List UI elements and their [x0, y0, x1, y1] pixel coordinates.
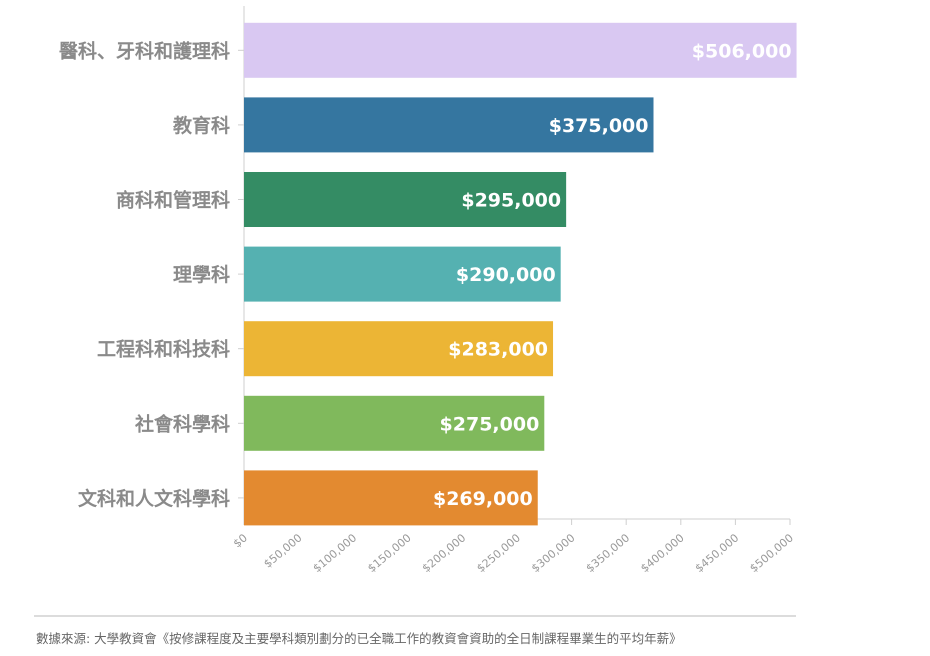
- bar: [244, 22, 797, 78]
- value-label: $283,000: [448, 339, 548, 361]
- source-divider: [34, 615, 796, 617]
- category-label: 醫科、牙科和護理科: [59, 39, 230, 62]
- x-tick-label: $250,000: [474, 531, 523, 575]
- value-label: $275,000: [440, 413, 540, 435]
- x-tick-label: $50,000: [261, 531, 304, 570]
- label-layer: 醫科、牙科和護理科 $506,000 教育科 $375,000 商科和管理科 $295,0…: [59, 38, 794, 512]
- bar: [244, 172, 567, 227]
- bar: [244, 321, 554, 377]
- x-tick-label: $300,000: [529, 531, 578, 575]
- x-tick-label: $400,000: [638, 531, 687, 575]
- x-tick-label: $0: [231, 531, 250, 550]
- value-label: $506,000: [692, 40, 792, 62]
- category-label: 教育科: [173, 114, 230, 137]
- category-label: 商科和管理科: [116, 189, 230, 212]
- x-tick-label: $450,000: [693, 531, 742, 575]
- value-label: $269,000: [433, 488, 533, 510]
- x-tick-label: $200,000: [420, 531, 469, 575]
- bar: [244, 97, 654, 153]
- x-tick-label: $500,000: [747, 531, 796, 575]
- value-label: $290,000: [456, 264, 556, 286]
- bar: [244, 246, 561, 302]
- category-label: 社會科學科: [134, 412, 230, 435]
- x-tick-label: $100,000: [311, 531, 360, 575]
- x-tick-label: $350,000: [584, 531, 633, 575]
- source-note: 數據來源: 大學教資會《按修課程度及主要學科類別劃分的已全職工作的教資會資助的全…: [36, 631, 682, 646]
- value-label: $375,000: [549, 115, 649, 137]
- category-label: 工程科和科技科: [97, 338, 230, 361]
- category-label: 文科和人文科學科: [78, 487, 230, 510]
- bar-layer: [244, 22, 797, 526]
- bar: [244, 395, 545, 451]
- category-label: 理學科: [173, 263, 230, 286]
- bar: [244, 470, 538, 526]
- x-tick-label: $150,000: [365, 531, 414, 575]
- value-label: $295,000: [461, 190, 561, 212]
